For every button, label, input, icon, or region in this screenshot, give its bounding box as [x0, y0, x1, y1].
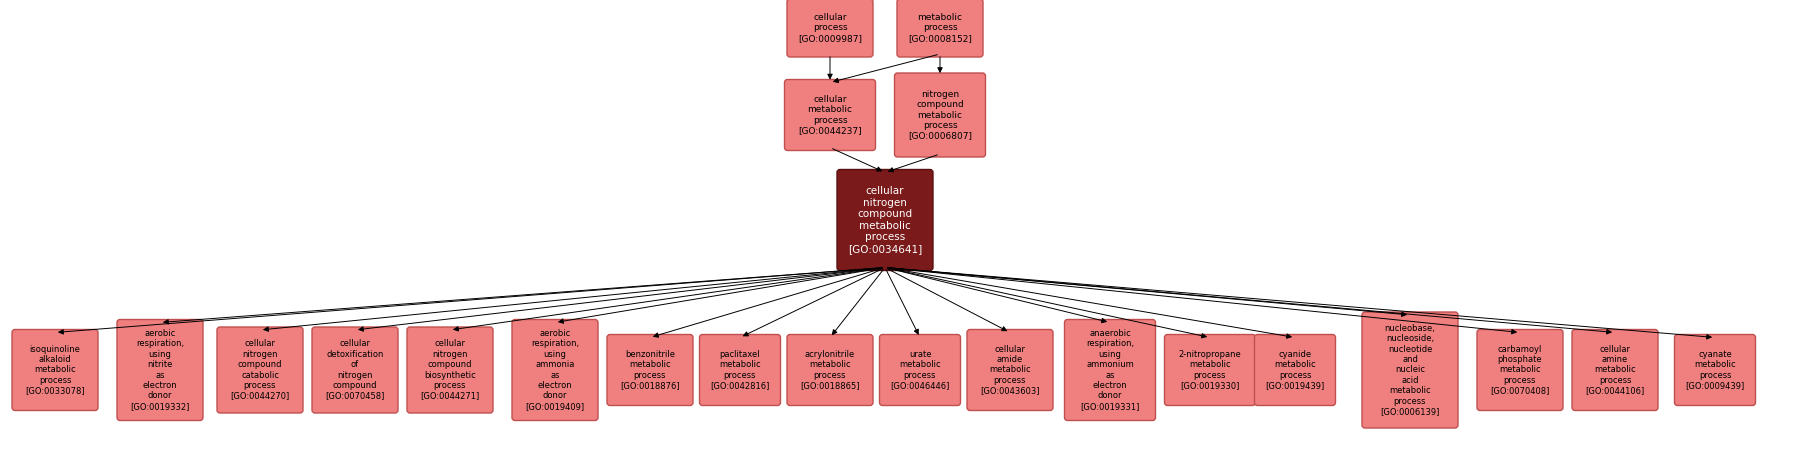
FancyBboxPatch shape — [837, 169, 933, 270]
FancyBboxPatch shape — [13, 329, 97, 410]
Text: cellular
nitrogen
compound
biosynthetic
process
[GO:0044271]: cellular nitrogen compound biosynthetic … — [420, 339, 479, 400]
Text: metabolic
process
[GO:0008152]: metabolic process [GO:0008152] — [908, 13, 973, 43]
FancyBboxPatch shape — [785, 79, 875, 150]
FancyBboxPatch shape — [407, 327, 493, 413]
FancyBboxPatch shape — [1477, 329, 1563, 410]
FancyBboxPatch shape — [895, 73, 985, 157]
Text: cellular
nitrogen
compound
metabolic
process
[GO:0034641]: cellular nitrogen compound metabolic pro… — [848, 186, 922, 254]
FancyBboxPatch shape — [897, 0, 983, 57]
Text: cellular
amide
metabolic
process
[GO:0043603]: cellular amide metabolic process [GO:004… — [980, 345, 1039, 395]
Text: cellular
amine
metabolic
process
[GO:0044106]: cellular amine metabolic process [GO:004… — [1585, 345, 1644, 395]
FancyBboxPatch shape — [607, 334, 693, 405]
Text: nucleobase,
nucleoside,
nucleotide
and
nucleic
acid
metabolic
process
[GO:000613: nucleobase, nucleoside, nucleotide and n… — [1380, 324, 1439, 416]
Text: aerobic
respiration,
using
ammonia
as
electron
donor
[GO:0019409]: aerobic respiration, using ammonia as el… — [526, 329, 585, 411]
FancyBboxPatch shape — [699, 334, 780, 405]
FancyBboxPatch shape — [1362, 312, 1459, 428]
FancyBboxPatch shape — [312, 327, 398, 413]
Text: anaerobic
respiration,
using
ammonium
as
electron
donor
[GO:0019331]: anaerobic respiration, using ammonium as… — [1081, 329, 1140, 411]
Text: nitrogen
compound
metabolic
process
[GO:0006807]: nitrogen compound metabolic process [GO:… — [908, 90, 973, 140]
FancyBboxPatch shape — [216, 327, 303, 413]
Text: 2-nitropropane
metabolic
process
[GO:0019330]: 2-nitropropane metabolic process [GO:001… — [1178, 350, 1241, 390]
Text: cyanate
metabolic
process
[GO:0009439]: cyanate metabolic process [GO:0009439] — [1686, 350, 1745, 390]
Text: urate
metabolic
process
[GO:0046446]: urate metabolic process [GO:0046446] — [890, 350, 949, 390]
Text: cellular
nitrogen
compound
catabolic
process
[GO:0044270]: cellular nitrogen compound catabolic pro… — [231, 339, 290, 400]
FancyBboxPatch shape — [787, 334, 873, 405]
Text: cellular
detoxification
of
nitrogen
compound
[GO:0070458]: cellular detoxification of nitrogen comp… — [326, 339, 385, 400]
FancyBboxPatch shape — [967, 329, 1054, 410]
FancyBboxPatch shape — [1064, 319, 1156, 420]
Text: cellular
metabolic
process
[GO:0044237]: cellular metabolic process [GO:0044237] — [798, 95, 863, 135]
Text: paclitaxel
metabolic
process
[GO:0042816]: paclitaxel metabolic process [GO:0042816… — [710, 350, 769, 390]
Text: isoquinoline
alkaloid
metabolic
process
[GO:0033078]: isoquinoline alkaloid metabolic process … — [25, 345, 85, 395]
FancyBboxPatch shape — [1255, 334, 1336, 405]
FancyBboxPatch shape — [1572, 329, 1659, 410]
FancyBboxPatch shape — [511, 319, 598, 420]
Text: benzonitrile
metabolic
process
[GO:0018876]: benzonitrile metabolic process [GO:00188… — [620, 350, 679, 390]
FancyBboxPatch shape — [787, 0, 873, 57]
FancyBboxPatch shape — [879, 334, 960, 405]
Text: carbamoyl
phosphate
metabolic
process
[GO:0070408]: carbamoyl phosphate metabolic process [G… — [1489, 345, 1549, 395]
FancyBboxPatch shape — [117, 319, 204, 420]
Text: acrylonitrile
metabolic
process
[GO:0018865]: acrylonitrile metabolic process [GO:0018… — [800, 350, 859, 390]
Text: cellular
process
[GO:0009987]: cellular process [GO:0009987] — [798, 13, 863, 43]
Text: aerobic
respiration,
using
nitrite
as
electron
donor
[GO:0019332]: aerobic respiration, using nitrite as el… — [130, 329, 189, 411]
FancyBboxPatch shape — [1165, 334, 1255, 405]
Text: cyanide
metabolic
process
[GO:0019439]: cyanide metabolic process [GO:0019439] — [1266, 350, 1324, 390]
FancyBboxPatch shape — [1675, 334, 1756, 405]
